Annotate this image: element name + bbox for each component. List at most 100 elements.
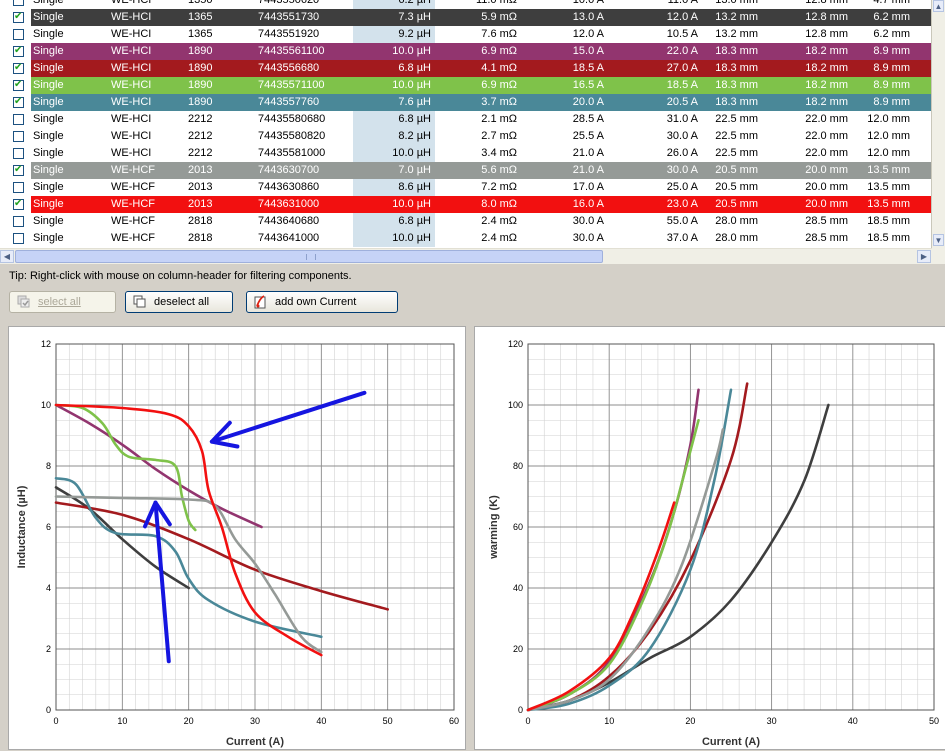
cell-Isat: 20.5 A: [666, 96, 698, 108]
row-checkbox[interactable]: [13, 233, 24, 244]
cell-ht: 12.0 mm: [867, 147, 910, 159]
cell-mode: Single: [33, 62, 64, 74]
table-row[interactable]: Single WE-HCI 1365 7443551730 7.3 µH 5.9 mΩ 13…: [0, 9, 932, 26]
cell-wid: 12.8 mm: [805, 28, 848, 40]
select-all-label: select all: [38, 296, 81, 308]
select-all-button[interactable]: select all: [9, 291, 116, 313]
table-row[interactable]: Single WE-HCI 2212 74435581000 10.0 µH 3.4 mΩ…: [0, 145, 932, 162]
cell-len: 22.5 mm: [715, 130, 758, 142]
cell-mode: Single: [33, 0, 64, 6]
cell-R: 2.4 mΩ: [481, 215, 517, 227]
row-checkbox[interactable]: [13, 114, 24, 125]
y-tick-label: 10: [41, 400, 51, 410]
cell-Isat: 10.5 A: [666, 28, 698, 40]
cell-ht: 18.5 mm: [867, 232, 910, 244]
cell-L: 10.0 µH: [392, 79, 431, 91]
horizontal-scroll-thumb[interactable]: [15, 250, 603, 263]
table-row[interactable]: Single WE-HCI 2212 74435580820 8.2 µH 2.7 mΩ 2…: [0, 128, 932, 145]
row-checkbox[interactable]: [13, 29, 24, 40]
cell-order: 74435561100: [258, 45, 325, 57]
cell-series: WE-HCF: [111, 198, 155, 210]
cell-ht: 8.9 mm: [873, 79, 910, 91]
table-row[interactable]: Single WE-HCF 2013 7443631000 10.0 µH 8.0 mΩ 1…: [0, 196, 932, 213]
horizontal-scrollbar[interactable]: ◀ ▶: [0, 248, 932, 264]
scroll-right-arrow-icon[interactable]: ▶: [917, 250, 931, 263]
table-row[interactable]: Single WE-HCI 2212 74435580680 6.8 µH 2.1 mΩ 2…: [0, 111, 932, 128]
cell-series: WE-HCI: [111, 62, 152, 74]
cell-ht: 12.0 mm: [867, 113, 910, 125]
table-row[interactable]: Single WE-HCF 2818 7443640680 6.8 µH 2.4 mΩ 30…: [0, 213, 932, 230]
table-row[interactable]: Single WE-HCF 2818 7443641000 10.0 µH 2.4 mΩ 3…: [0, 230, 932, 247]
row-checkbox[interactable]: [13, 0, 24, 6]
series-line: [526, 382, 749, 712]
cell-mode: Single: [33, 215, 64, 227]
grid: [527, 343, 935, 711]
y-tick-label: 100: [508, 400, 523, 410]
cell-L: 6.8 µH: [353, 213, 435, 230]
table-row[interactable]: Single WE-HCF 2013 7443630860 8.6 µH 7.2 mΩ 17…: [0, 179, 932, 196]
row-checkbox[interactable]: [13, 148, 24, 159]
row-checkbox[interactable]: [13, 77, 24, 93]
y-tick-label: 0: [518, 705, 523, 715]
vertical-scrollbar[interactable]: ▲ ▼: [931, 0, 945, 248]
deselect-all-button[interactable]: deselect all: [125, 291, 233, 313]
cell-L: 10.0 µH: [353, 145, 435, 162]
table-row[interactable]: Single WE-HCI 1890 7443556680 6.8 µH 4.1 mΩ 18…: [0, 60, 932, 77]
plot-frame: [55, 343, 455, 711]
plot-frame: [527, 343, 935, 711]
cell-ht: 13.5 mm: [867, 198, 910, 210]
row-checkbox[interactable]: [13, 9, 24, 25]
scroll-down-arrow-icon[interactable]: ▼: [933, 234, 944, 246]
annotation-arrow-head: [142, 500, 172, 529]
row-checkbox[interactable]: [13, 162, 24, 178]
cell-mode: Single: [33, 147, 64, 159]
cell-wid: 22.0 mm: [805, 130, 848, 142]
table-row[interactable]: Single WE-HCF 2013 7443630700 7.0 µH 5.6 mΩ 21…: [0, 162, 932, 179]
cell-Irated: 20.0 A: [572, 96, 604, 108]
cell-Isat: 37.0 A: [666, 232, 698, 244]
table-row[interactable]: Single WE-HCI 1365 7443551920 9.2 µH 7.6 mΩ 12…: [0, 26, 932, 43]
series-line: [526, 428, 725, 712]
x-tick-label: 20: [184, 716, 194, 726]
table-row[interactable]: Single WE-HCI 1890 74435561100 10.0 µH 6.9 mΩ…: [0, 43, 932, 60]
row-checkbox[interactable]: [13, 60, 24, 76]
row-checkbox[interactable]: [13, 182, 24, 193]
row-checkbox[interactable]: [13, 216, 24, 227]
row-checkbox[interactable]: [13, 94, 24, 110]
row-checkbox[interactable]: [13, 196, 24, 212]
x-tick-label: 10: [117, 716, 127, 726]
row-checkbox[interactable]: [13, 131, 24, 142]
cell-len: 22.5 mm: [715, 147, 758, 159]
scroll-left-arrow-icon[interactable]: ◀: [0, 250, 14, 263]
x-tick-label: 40: [848, 716, 858, 726]
cell-R: 7.2 mΩ: [481, 181, 517, 193]
cell-ht: 13.5 mm: [867, 164, 910, 176]
cell-R: 6.9 mΩ: [481, 45, 517, 57]
cell-Irated: 21.0 A: [572, 147, 604, 159]
cell-Irated: 28.5 A: [572, 113, 604, 125]
x-tick-label: 30: [250, 716, 260, 726]
cell-Isat: 23.0 A: [666, 198, 698, 210]
y-tick-label: 40: [513, 583, 523, 593]
y-tick-label: 6: [46, 522, 51, 532]
cell-L: 10.0 µH: [392, 198, 431, 210]
add-own-current-button[interactable]: add own Current: [246, 291, 398, 313]
cell-Isat: 27.0 A: [666, 62, 698, 74]
cell-Isat: 12.0 A: [666, 11, 698, 23]
cell-len: 18.3 mm: [715, 62, 758, 74]
table-row[interactable]: Single WE-HCI 1890 7443557760 7.6 µH 3.7 mΩ 20…: [0, 94, 932, 111]
cell-order: 7443641000: [258, 232, 320, 244]
cell-len: 28.0 mm: [715, 232, 758, 244]
cell-wid: 28.5 mm: [805, 232, 848, 244]
row-checkbox[interactable]: [13, 43, 24, 59]
inductance-chart-panel: 0 10 20 30 40 50 60 0 2 4 6 8 10 12 Current (A) Inducta…: [8, 326, 466, 750]
cell-R: 5.9 mΩ: [481, 11, 517, 23]
tip-text: Tip: Right-click with mouse on column-he…: [9, 270, 352, 282]
cell-R: 2.7 mΩ: [481, 130, 517, 142]
cell-order: 7443631000: [258, 198, 320, 210]
scroll-up-arrow-icon[interactable]: ▲: [933, 0, 944, 12]
table-row[interactable]: Single WE-HCI 1350 7443550620 6.2 µH 11.0 mΩ 1…: [0, 0, 932, 9]
table-row[interactable]: Single WE-HCI 1890 74435571100 10.0 µH 6.9 mΩ…: [0, 77, 932, 94]
cell-order: 7443630700: [258, 164, 320, 176]
cell-len: 18.3 mm: [715, 79, 758, 91]
